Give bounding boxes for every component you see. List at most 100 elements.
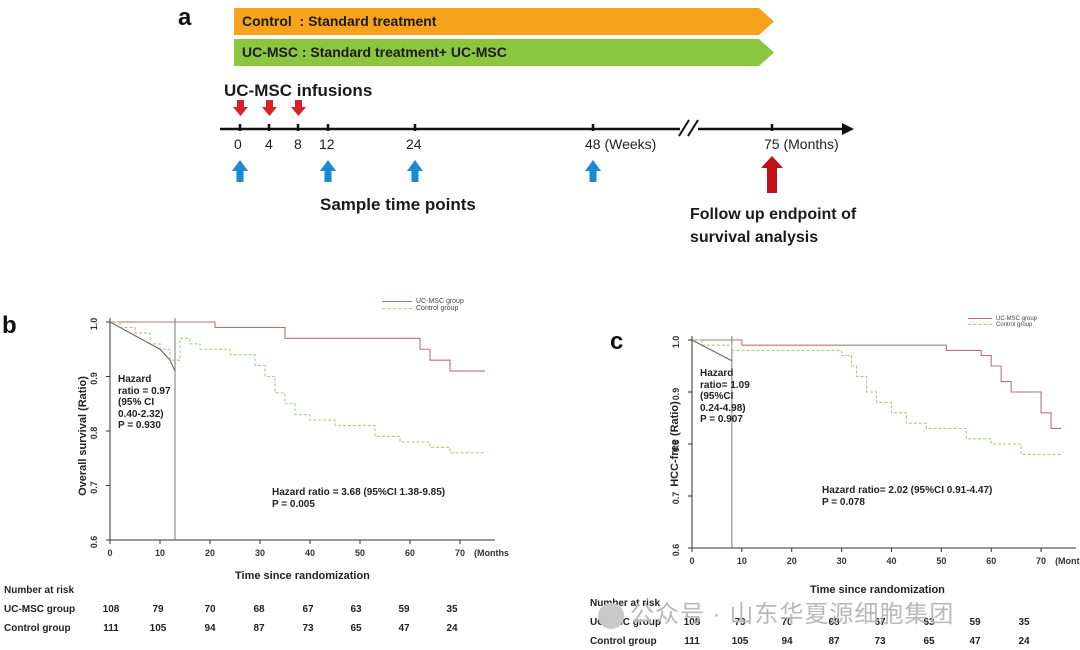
infusion-arrow-0 — [233, 100, 248, 116]
legend-swatch-control — [382, 307, 412, 309]
chart-c-x-tick-label: 30 — [837, 556, 847, 566]
chart-b-risk-row2-label: Control group — [4, 623, 71, 634]
chart-c-x-tick-label: 40 — [886, 556, 896, 566]
infusions-label: UC-MSC infusions — [224, 81, 373, 100]
chart-c-series-control-group — [692, 339, 1062, 455]
chart-b-hr-main-line2: P = 0.005 — [272, 498, 315, 510]
risk-value: 70 — [781, 617, 793, 628]
panel-a-letter: a — [178, 4, 192, 31]
chart-c-x-tick-label: 0 — [689, 556, 694, 566]
chart-c-hr-left-line5: P = 0.907 — [700, 414, 743, 425]
chart-b-hr-left: Hazard ratio = 0.97 (95% CI 0.40-2.32) P… — [118, 374, 171, 432]
risk-value: 111 — [103, 623, 119, 634]
chart-c-y-tick-label: 0.8 — [671, 440, 681, 453]
ucmsc-arm-arrow — [234, 39, 774, 66]
chart-b-legend: UC-MSC group Control group — [382, 298, 464, 312]
chart-b-y-tick-label: 0.9 — [89, 372, 99, 385]
chart-b-risk-row1-label: UC-MSC group — [4, 604, 76, 615]
risk-value: 68 — [253, 604, 265, 615]
chart-c-risk-title: Number at risk — [590, 598, 661, 609]
chart-c-ylabel: HCC-free (Ratio) — [669, 401, 681, 487]
axis-break-mark-1 — [678, 119, 690, 137]
chart-c-x-unit-label: (Months) — [1055, 556, 1080, 566]
chart-c-series-uc-msc-group — [692, 339, 1062, 429]
chart-b-legend-control: Control group — [416, 305, 459, 312]
ucmsc-arm-bar: UC-MSC : Standard treatment+ UC-MSC — [234, 39, 774, 66]
chart-b-hr-left-line2: ratio = 0.97 — [118, 385, 171, 397]
chart-b-x-tick-label: 20 — [205, 548, 215, 558]
risk-value: 108 — [683, 617, 701, 628]
endpoint-arrow — [761, 156, 783, 193]
risk-value: 47 — [969, 636, 981, 647]
risk-value: 35 — [1018, 617, 1030, 628]
risk-value: 70 — [204, 604, 216, 615]
chart-c-y-tick-label: 0.9 — [671, 388, 681, 401]
chart-c-hr-left-line2: ratio= 1.09 — [700, 379, 750, 391]
axis-break-mark-2 — [687, 119, 699, 137]
legend-swatch-ucmsc-c — [968, 317, 992, 319]
timeline-axis — [220, 100, 854, 193]
chart-c-y-tick-label: 0.7 — [671, 492, 681, 505]
risk-value: 67 — [874, 617, 886, 628]
chart-b-risk-title: Number at risk — [4, 585, 75, 596]
chart-c-x-tick-label: 50 — [936, 556, 946, 566]
chart-c-hr-main-line2: P = 0.078 — [822, 496, 865, 508]
timeline-arrowhead — [842, 123, 854, 135]
chart-c-legend-control: Control group — [996, 322, 1033, 328]
chart-b-hr-left-line1: Hazard — [118, 374, 152, 385]
infusion-arrow-8 — [291, 100, 306, 116]
risk-value: 94 — [204, 623, 216, 634]
chart-b-y-tick-label: 1.0 — [89, 318, 99, 331]
chart-b-x-unit-label: (Months — [474, 548, 509, 558]
chart-b-ylabel: Overall survival (Ratio) — [77, 376, 89, 496]
chart-c-y-tick-label: 0.6 — [671, 544, 681, 557]
risk-value: 65 — [923, 636, 935, 647]
chart-b-x-tick-label: 50 — [355, 548, 365, 558]
panel-c-letter: c — [610, 328, 624, 355]
chart-b-series-control-group — [110, 321, 485, 454]
legend-swatch-ucmsc — [382, 300, 412, 302]
chart-b-svg: 0.6 0.7 0.8 0.9 1.0 0 10 20 30 40 50 60 70 (Months — [89, 318, 509, 558]
chart-b-y-tick-label: 0.8 — [89, 427, 99, 440]
panel-b-letter: b — [2, 312, 17, 339]
tick-label-8: 8 — [294, 136, 302, 152]
chart-c-x-tick-label: 70 — [1036, 556, 1046, 566]
risk-value: 63 — [923, 617, 935, 628]
watermark: 公众号 · 山东华夏源细胞集团 — [598, 594, 954, 629]
risk-value: 94 — [781, 636, 793, 647]
chart-c-legend-ucmsc: UC-MSC group — [996, 316, 1038, 322]
chart-b-y-tick-label: 0.6 — [89, 536, 99, 549]
infusion-arrow-4 — [262, 100, 277, 116]
chart-c-x-tick-label: 20 — [787, 556, 797, 566]
tick-label-0: 0 — [234, 136, 242, 152]
chart-b-hr-main: Hazard ratio = 3.68 (95%CI 1.38-9.85) P … — [272, 487, 445, 510]
chart-b-x-tick-label: 40 — [305, 548, 315, 558]
risk-value: 24 — [446, 623, 458, 634]
control-arm-bar: Control : Standard treatment — [234, 8, 774, 35]
chart-b-x-tick-label: 60 — [405, 548, 415, 558]
risk-value: 79 — [734, 617, 746, 628]
chart-b-legend-ucmsc: UC-MSC group — [416, 298, 464, 305]
legend-swatch-control-c — [968, 323, 992, 325]
chart-c-legend: UC-MSC group Control group — [968, 316, 1037, 328]
risk-value: 63 — [350, 604, 362, 615]
chart-c-risk-row2-label: Control group — [590, 636, 657, 647]
chart-c-hr-left-line3: (95%CI — [700, 391, 734, 402]
chart-c-svg: 0.6 0.7 0.8 0.9 1.0 0 10 20 30 40 50 60 70 (Months) — [671, 336, 1080, 566]
risk-value: 108 — [102, 604, 120, 615]
risk-value: 47 — [398, 623, 410, 634]
ucmsc-arm-label: UC-MSC : Standard treatment+ UC-MSC — [242, 44, 507, 60]
risk-value: 68 — [828, 617, 840, 628]
endpoint-label-line2: survival analysis — [690, 229, 819, 246]
chart-c-hr-left: Hazard ratio= 1.09 (95%CI 0.24-4.98) P =… — [700, 368, 750, 426]
risk-value: 87 — [253, 623, 265, 634]
endpoint-label-line1: Follow up endpoint of — [690, 206, 857, 223]
tick-label-75: 75 (Months) — [764, 136, 839, 152]
sample-arrow-24 — [407, 160, 423, 182]
wechat-icon — [598, 602, 624, 629]
chart-b-xlabel: Time since randomization — [235, 570, 370, 582]
risk-value: 105 — [149, 623, 167, 634]
tick-label-24: 24 — [406, 136, 422, 152]
chart-c-x-tick-label: 10 — [737, 556, 747, 566]
chart-c-hr-main: Hazard ratio= 2.02 (95%CI 0.91-4.47) P =… — [822, 485, 992, 508]
